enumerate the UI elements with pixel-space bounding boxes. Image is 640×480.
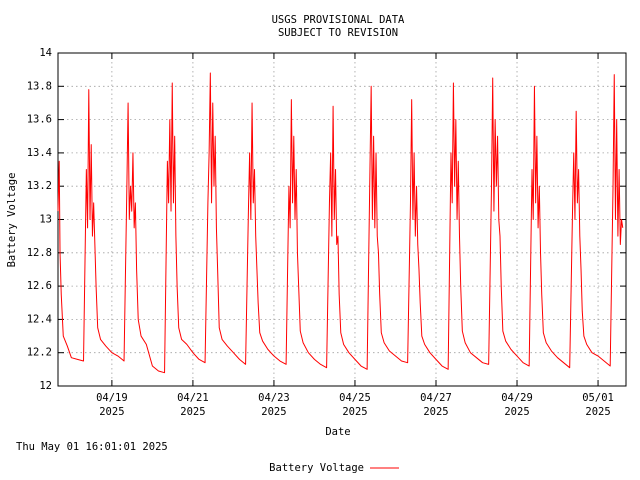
chart-title: USGS PROVISIONAL DATA — [272, 14, 405, 26]
y-tick-label: 13.6 — [27, 114, 52, 126]
x-tick-label: 04/27 2025 — [420, 392, 452, 418]
x-tick-label: 04/19 2025 — [96, 392, 128, 418]
legend-label: Battery Voltage — [269, 462, 364, 474]
y-tick-label: 12.8 — [27, 247, 52, 259]
y-tick-label: 12.4 — [27, 313, 52, 325]
x-tick-label: 05/01 2025 — [582, 392, 614, 418]
y-tick-label: 13 — [39, 214, 52, 226]
x-tick-label: 04/21 2025 — [177, 392, 209, 418]
y-axis-label: Battery Voltage — [6, 173, 18, 268]
data-line — [57, 72, 624, 374]
footnote: Thu May 01 16:01:01 2025 — [16, 441, 168, 453]
y-tick-label: 12 — [39, 380, 52, 392]
y-tick-label: 12.6 — [27, 280, 52, 292]
x-tick-label: 04/23 2025 — [258, 392, 290, 418]
x-axis-label: Date — [325, 426, 350, 438]
y-tick-label: 13.8 — [27, 80, 52, 92]
y-tick-label: 12.2 — [27, 347, 52, 359]
plot-border — [57, 52, 627, 387]
y-tick-label: 14 — [39, 47, 52, 59]
y-tick-label: 13.4 — [27, 147, 52, 159]
chart-subtitle: SUBJECT TO REVISION — [278, 27, 398, 39]
y-tick-label: 13.2 — [27, 180, 52, 192]
x-tick-label: 04/29 2025 — [501, 392, 533, 418]
x-tick-label: 04/25 2025 — [339, 392, 371, 418]
